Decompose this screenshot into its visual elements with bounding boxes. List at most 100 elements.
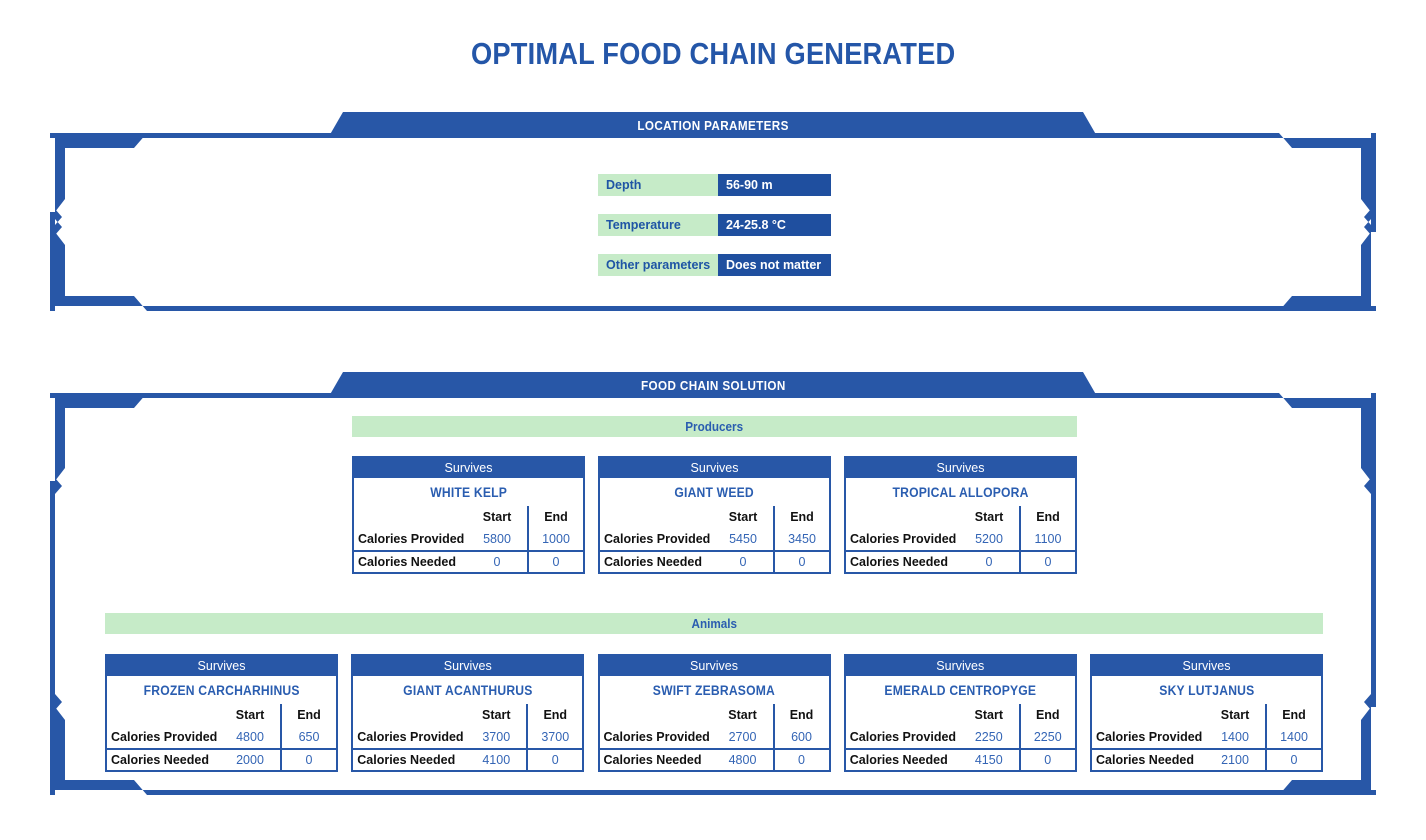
species-card: Survives SKY LUTJANUS Start End Calories… xyxy=(1090,654,1323,772)
card-calories-table: Start End Calories Provided 5450 3450 Ca… xyxy=(600,506,829,572)
location-parameters-panel: LOCATION PARAMETERS Depth 56-90 m Temper… xyxy=(50,133,1376,311)
card-calories-table: Start End Calories Provided 2700 600 Cal… xyxy=(599,704,829,770)
row-label-calories-needed: Calories Needed xyxy=(845,748,959,770)
calories-needed-start-value: 4150 xyxy=(958,748,1019,770)
location-parameters-banner-label: LOCATION PARAMETERS xyxy=(637,117,789,133)
row-label-calories-needed: Calories Needed xyxy=(354,550,467,572)
calories-needed-start-value: 0 xyxy=(959,550,1019,572)
col-header-end: End xyxy=(527,506,583,528)
calories-provided-start-value: 2700 xyxy=(728,730,757,744)
calories-provided-end-value: 1400 xyxy=(1265,726,1321,748)
calories-needed-end-value: 0 xyxy=(773,550,829,572)
card-species-name: WHITE KELP xyxy=(354,478,583,506)
card-calories-table: Start End Calories Provided 5800 1000 Ca… xyxy=(354,506,583,572)
card-survives-label: Survives xyxy=(936,461,985,475)
species-card: Survives EMERALD CENTROPYGE Start End Ca… xyxy=(843,654,1077,772)
card-species-name: EMERALD CENTROPYGE xyxy=(846,676,1075,704)
food-chain-solution-panel: FOOD CHAIN SOLUTION Producers Survives W… xyxy=(50,393,1376,795)
card-survives-label: Survives xyxy=(197,659,246,673)
parameter-row-depth: Depth 56-90 m xyxy=(598,174,831,196)
col-header-start: Start xyxy=(974,510,1004,524)
calories-needed-start-value: 2000 xyxy=(220,748,280,770)
card-survives-header: Survives xyxy=(1092,656,1321,676)
card-species-name-text: SWIFT ZEBRASOMA xyxy=(652,682,776,698)
row-label-calories-provided: Calories Provided xyxy=(358,532,465,546)
card-calories-table: Start End Calories Provided 5200 1100 Ca… xyxy=(846,506,1075,572)
table-corner-cell xyxy=(1092,704,1205,726)
col-header-end: End xyxy=(773,506,829,528)
col-header-start: Start xyxy=(974,708,1003,722)
row-label-calories-needed: Calories Needed xyxy=(107,748,220,770)
table-corner-cell xyxy=(353,704,466,726)
card-species-name: SKY LUTJANUS xyxy=(1092,676,1321,704)
calories-needed-end-value: 0 xyxy=(1019,550,1075,572)
row-label-calories-provided: Calories Provided xyxy=(603,730,710,744)
calories-needed-start-value: 4800 xyxy=(712,748,773,770)
calories-provided-end-value: 1000 xyxy=(527,528,583,550)
calories-needed-end-value: 0 xyxy=(1018,748,1075,770)
calories-provided-start-value: 5450 xyxy=(729,532,757,546)
food-chain-solution-banner: FOOD CHAIN SOLUTION xyxy=(328,372,1098,398)
card-species-name-text: FROZEN CARCHARHINUS xyxy=(143,682,300,698)
page-title: OPTIMAL FOOD CHAIN GENERATED xyxy=(0,36,1426,72)
table-corner-cell xyxy=(600,506,713,528)
card-calories-table: Start End Calories Provided 3700 3700 Ca… xyxy=(353,704,583,770)
row-label-calories-provided: Calories Provided xyxy=(850,532,957,546)
location-parameters-banner: LOCATION PARAMETERS xyxy=(328,112,1098,138)
calories-provided-end-value: 600 xyxy=(772,726,829,748)
parameter-value: Does not matter xyxy=(718,254,831,276)
calories-needed-start-value: 0 xyxy=(467,550,527,572)
col-header-start: Start xyxy=(482,510,512,524)
card-species-name: SWIFT ZEBRASOMA xyxy=(600,676,829,704)
calories-provided-end-value: 2250 xyxy=(1018,726,1075,748)
parameter-label: Temperature xyxy=(598,214,718,236)
col-header-end: End xyxy=(1018,704,1075,726)
parameter-value: 24-25.8 °C xyxy=(718,214,831,236)
card-species-name-text: GIANT WEED xyxy=(674,484,755,500)
calories-needed-end-value: 0 xyxy=(280,748,336,770)
row-label-calories-needed: Calories Needed xyxy=(599,748,713,770)
col-header-end: End xyxy=(772,704,829,726)
species-card: Survives GIANT ACANTHURUS Start End Calo… xyxy=(351,654,585,772)
card-species-name-text: GIANT ACANTHURUS xyxy=(403,682,533,698)
producers-label-text: Producers xyxy=(685,419,744,434)
species-card: Survives FROZEN CARCHARHINUS Start End C… xyxy=(105,654,338,772)
card-survives-label: Survives xyxy=(936,659,985,673)
col-header-start: Start xyxy=(482,708,511,722)
calories-provided-start-value: 5200 xyxy=(975,532,1003,546)
card-survives-label: Survives xyxy=(690,461,739,475)
card-survives-label: Survives xyxy=(1182,659,1231,673)
calories-provided-start-value: 1400 xyxy=(1221,730,1249,744)
col-header-start: Start xyxy=(728,708,757,722)
parameter-label: Depth xyxy=(598,174,718,196)
row-label-calories-needed: Calories Needed xyxy=(1092,748,1205,770)
col-header-start: Start xyxy=(728,510,758,524)
card-species-name-text: TROPICAL ALLOPORA xyxy=(892,484,1029,500)
row-label-calories-provided: Calories Provided xyxy=(849,730,957,744)
group-label-animals: Animals xyxy=(105,613,1323,634)
card-survives-header: Survives xyxy=(599,656,829,676)
calories-needed-end-value: 0 xyxy=(1265,748,1321,770)
calories-provided-start-value: 4800 xyxy=(236,730,264,744)
species-card: Survives SWIFT ZEBRASOMA Start End Calor… xyxy=(597,654,831,772)
row-label-calories-provided: Calories Provided xyxy=(604,532,711,546)
calories-needed-start-value: 0 xyxy=(713,550,773,572)
parameter-value: 56-90 m xyxy=(718,174,831,196)
food-chain-solution-banner-label: FOOD CHAIN SOLUTION xyxy=(640,377,786,393)
calories-needed-end-value: 0 xyxy=(772,748,829,770)
card-species-name: TROPICAL ALLOPORA xyxy=(846,478,1075,506)
calories-needed-start-value: 4100 xyxy=(466,748,527,770)
card-species-name-text: SKY LUTJANUS xyxy=(1158,682,1255,698)
card-survives-header: Survives xyxy=(354,458,583,478)
calories-provided-start-value: 3700 xyxy=(482,730,511,744)
animals-label-text: Animals xyxy=(691,616,737,631)
card-survives-header: Survives xyxy=(353,656,583,676)
card-calories-table: Start End Calories Provided 2250 2250 Ca… xyxy=(845,704,1075,770)
row-label-calories-needed: Calories Needed xyxy=(600,550,713,572)
animals-card-row: Survives FROZEN CARCHARHINUS Start End C… xyxy=(105,654,1323,772)
card-species-name: GIANT WEED xyxy=(600,478,829,506)
group-label-producers: Producers xyxy=(352,416,1077,437)
row-label-calories-needed: Calories Needed xyxy=(353,748,467,770)
calories-needed-end-value: 0 xyxy=(526,748,583,770)
